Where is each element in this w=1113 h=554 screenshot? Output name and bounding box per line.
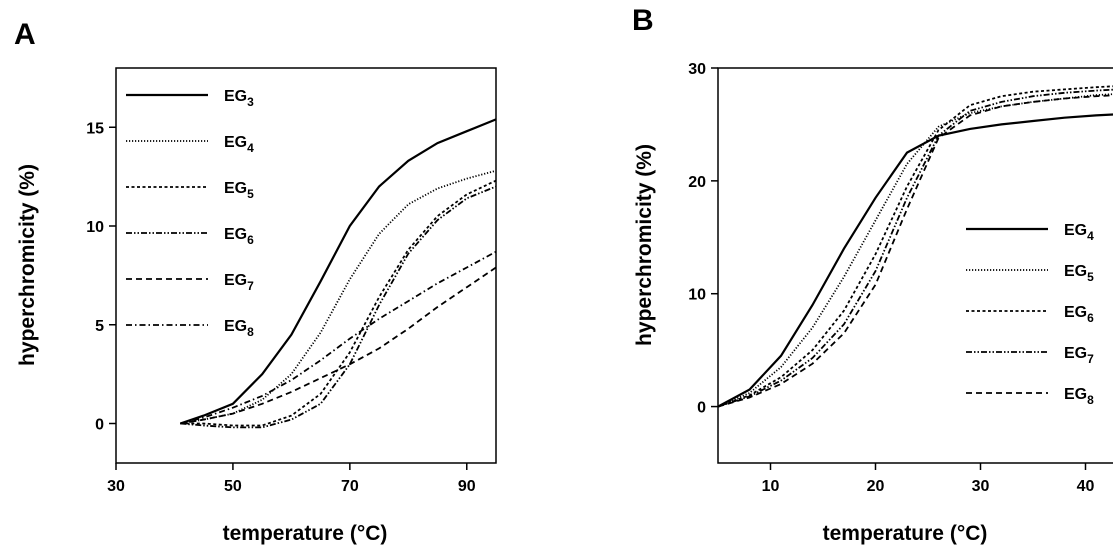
series-line-eg4	[180, 169, 497, 425]
legend-entry: EG6	[224, 226, 254, 247]
series-line-eg7	[180, 266, 497, 425]
x-tick-label: 50	[224, 478, 242, 495]
legend-entry: EG6	[1064, 304, 1094, 325]
y-tick-label: 10	[688, 287, 706, 304]
legend-entry: EG8	[224, 318, 254, 339]
legend-entry-subscript: 3	[247, 95, 254, 109]
legend-entry-base: EG	[224, 226, 247, 243]
legend-entry-subscript: 8	[1087, 393, 1094, 407]
y-tick-label: 0	[95, 417, 104, 434]
x-tick-label: 40	[1077, 478, 1095, 495]
legend-entry-base: EG	[1064, 345, 1087, 362]
x-tick-label: 70	[341, 478, 359, 495]
y-tick-label: 20	[688, 174, 706, 191]
legend-entry-subscript: 5	[1087, 270, 1094, 284]
x-tick-label: 90	[458, 478, 476, 495]
panel-a-letter: A	[14, 18, 36, 51]
x-tick-label: 30	[972, 478, 990, 495]
legend-entry-subscript: 5	[247, 187, 254, 201]
x-tick-label: 30	[107, 478, 125, 495]
legend-entry-base: EG	[224, 272, 247, 289]
legend-entry: EG4	[1064, 222, 1094, 243]
legend-entry-base: EG	[1064, 263, 1087, 280]
series-line-eg6	[717, 85, 1113, 408]
legend-entry: EG5	[224, 180, 254, 201]
legend-entry-subscript: 6	[247, 233, 254, 247]
x-tick-label: 20	[867, 478, 885, 495]
series-line-eg7	[717, 88, 1113, 408]
panel-a-plot-frame	[115, 67, 497, 464]
x-tick-label: 10	[762, 478, 780, 495]
legend-entry: EG7	[224, 272, 254, 293]
legend-entry-base: EG	[1064, 222, 1087, 239]
y-tick-label: 30	[688, 61, 706, 78]
series-line-eg5	[180, 179, 497, 427]
series-line-eg5	[717, 93, 1113, 408]
legend-entry-subscript: 4	[1087, 229, 1094, 243]
panel-a-series	[179, 118, 497, 429]
panel-a-ylabel: hyperchromicity (%)	[16, 164, 39, 366]
y-tick-label: 5	[95, 318, 104, 335]
legend-entry-subscript: 6	[1087, 311, 1094, 325]
legend-entry-base: EG	[224, 180, 247, 197]
legend-entry-subscript: 4	[247, 141, 254, 155]
panel-b-ylabel: hyperchromicity (%)	[633, 144, 656, 346]
legend-entry: EG7	[1064, 345, 1094, 366]
panel-b-plot-frame	[717, 67, 1113, 464]
panel-b-letter: B	[632, 4, 654, 37]
legend-entry: EG4	[224, 134, 254, 155]
legend-entry-subscript: 8	[247, 325, 254, 339]
legend-entry: EG5	[1064, 263, 1094, 284]
series-line-eg3	[179, 118, 497, 425]
legend-entry-base: EG	[1064, 386, 1087, 403]
legend-entry: EG8	[1064, 386, 1094, 407]
panel-a-ticks: 30 50 70 90 0 5 10 15	[86, 120, 476, 495]
legend-entry-base: EG	[224, 134, 247, 151]
y-tick-label: 0	[697, 400, 706, 417]
panel-b-ticks: 10 20 30 40 0 10 20 30	[688, 61, 1094, 495]
panel-b-xlabel: temperature (°C)	[823, 522, 988, 545]
legend-entry-subscript: 7	[247, 279, 254, 293]
legend-entry-base: EG	[224, 88, 247, 105]
panel-a-xlabel: temperature (°C)	[223, 522, 388, 545]
legend-entry-base: EG	[1064, 304, 1087, 321]
series-line-eg4	[717, 113, 1113, 408]
series-line-eg8	[717, 94, 1113, 408]
legend-entry-base: EG	[224, 318, 247, 335]
legend-entry: EG3	[224, 88, 254, 109]
y-tick-label: 10	[86, 219, 104, 236]
y-tick-label: 15	[86, 120, 104, 137]
legend-entry-subscript: 7	[1087, 352, 1094, 366]
series-line-eg6	[180, 185, 497, 429]
series-line-eg8	[180, 250, 497, 425]
panel-b-series	[717, 85, 1113, 408]
